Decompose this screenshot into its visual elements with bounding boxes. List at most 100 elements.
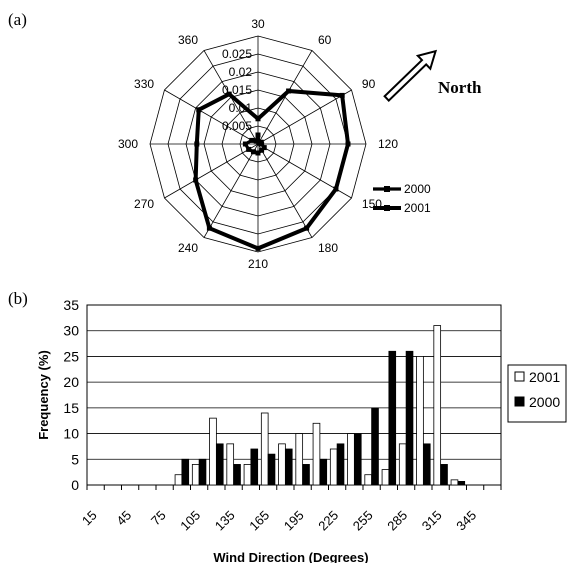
radar-direction-label: 360 — [178, 33, 198, 47]
bar-x-axis-title: Wind Direction (Degrees) — [213, 550, 368, 563]
bar-legend-swatch — [514, 396, 525, 407]
bar-2001 — [381, 469, 390, 486]
radar-marker — [242, 141, 248, 147]
radar-spoke — [164, 89, 259, 145]
radar-spoke — [257, 50, 313, 145]
radar-legend-label: 2000 — [404, 182, 431, 196]
radar-direction-label: 180 — [318, 241, 338, 255]
radar-marker — [261, 145, 267, 151]
bar-legend-label: 2001 — [529, 369, 560, 385]
panel-label-b: (b) — [8, 289, 28, 308]
bar-ytick-label: 20 — [63, 374, 79, 390]
radar-marker — [304, 225, 310, 231]
bar-legend-swatch — [514, 371, 525, 382]
radar-marker — [246, 146, 252, 152]
radar-legend-label: 2001 — [404, 201, 431, 215]
radar-direction-label: 330 — [134, 77, 154, 91]
bar-xtick-label: 285 — [384, 508, 410, 534]
bar-y-axis-title: Frequency (%) — [36, 350, 51, 440]
bar-ytick-label: 30 — [63, 323, 79, 339]
radar-legend-marker — [384, 205, 390, 211]
radar-marker — [255, 150, 261, 156]
bar-2000 — [302, 464, 310, 486]
bar-2000 — [371, 407, 379, 486]
bar-ytick-label: 5 — [71, 451, 79, 467]
bar-ytick-label: 15 — [63, 400, 79, 416]
bar-ytick-label: 35 — [63, 297, 79, 313]
radar-marker — [253, 138, 259, 144]
radar-marker — [193, 177, 199, 183]
bar-2000 — [422, 443, 431, 486]
bar-xtick-label: 165 — [246, 508, 272, 534]
bar-2000 — [405, 350, 414, 486]
panel-label-a: (a) — [8, 10, 27, 29]
radar-marker — [206, 225, 212, 231]
radar-direction-label: 300 — [118, 137, 138, 151]
bar-2001 — [450, 479, 459, 486]
bar-2001 — [329, 448, 338, 486]
radar-marker — [333, 186, 339, 192]
radar-marker — [196, 107, 202, 113]
radar-marker — [251, 149, 256, 155]
bar-2000 — [440, 464, 448, 486]
radar-marker — [226, 91, 232, 97]
radar-radial-tick-label: 0.025 — [222, 47, 252, 61]
bar-2000 — [388, 350, 397, 486]
radar-spoke — [257, 143, 313, 238]
bar-ytick-label: 10 — [63, 426, 79, 442]
radar-direction-label: 30 — [251, 17, 265, 31]
bar-2001 — [312, 422, 321, 486]
radar-marker — [339, 92, 345, 98]
radar-spoke — [203, 143, 259, 238]
bar-2000 — [181, 458, 190, 486]
bar-xtick-label: 105 — [177, 508, 203, 534]
north-label: North — [438, 78, 482, 97]
bar-2001 — [226, 443, 235, 486]
bar-xtick-label: 195 — [281, 508, 307, 534]
bar-2001 — [364, 474, 373, 486]
bar-2000 — [353, 433, 362, 486]
bar-2001 — [416, 356, 424, 486]
bar-xtick-label: 255 — [350, 508, 376, 534]
bar-ytick-label: 25 — [63, 348, 79, 364]
radar-marker — [194, 141, 200, 147]
bar-2001 — [398, 443, 407, 486]
bar-2000 — [457, 480, 466, 486]
radar-spoke — [257, 89, 352, 145]
bar-2000 — [250, 448, 259, 486]
radar-marker — [259, 147, 265, 153]
radar-direction-label: 120 — [378, 137, 398, 151]
radar-direction-label: 210 — [248, 257, 268, 271]
radar-radial-tick-label: 0.02 — [229, 65, 253, 79]
radar-marker — [286, 88, 292, 94]
radar-direction-label: 90 — [362, 77, 376, 91]
radar-radial-tick-label: 0.01 — [229, 101, 253, 115]
radar-marker — [255, 132, 261, 138]
bar-xtick-label: 315 — [419, 508, 445, 534]
radar-direction-label: 240 — [178, 241, 198, 255]
bar-2000 — [336, 443, 345, 486]
bar-2001 — [433, 325, 442, 486]
bar-2001 — [347, 433, 355, 486]
bar-2001 — [278, 443, 286, 486]
radar-marker — [345, 141, 351, 147]
bar-xtick-label: 45 — [113, 508, 134, 529]
bar-2000 — [267, 453, 276, 486]
radar-marker — [249, 137, 255, 143]
radar-marker — [255, 116, 261, 122]
bar-2000 — [284, 448, 293, 486]
bar-2001 — [191, 464, 200, 486]
bar-2001 — [295, 433, 304, 486]
bar-2000 — [215, 443, 224, 486]
radar-marker — [255, 245, 261, 251]
radar-spoke — [164, 143, 259, 199]
bar-xtick-label: 135 — [212, 508, 238, 534]
bar-2001 — [174, 474, 183, 486]
bar-2000 — [233, 464, 241, 486]
bar-2000 — [319, 458, 328, 486]
bar-2001 — [260, 412, 269, 486]
radar-marker — [259, 141, 265, 147]
